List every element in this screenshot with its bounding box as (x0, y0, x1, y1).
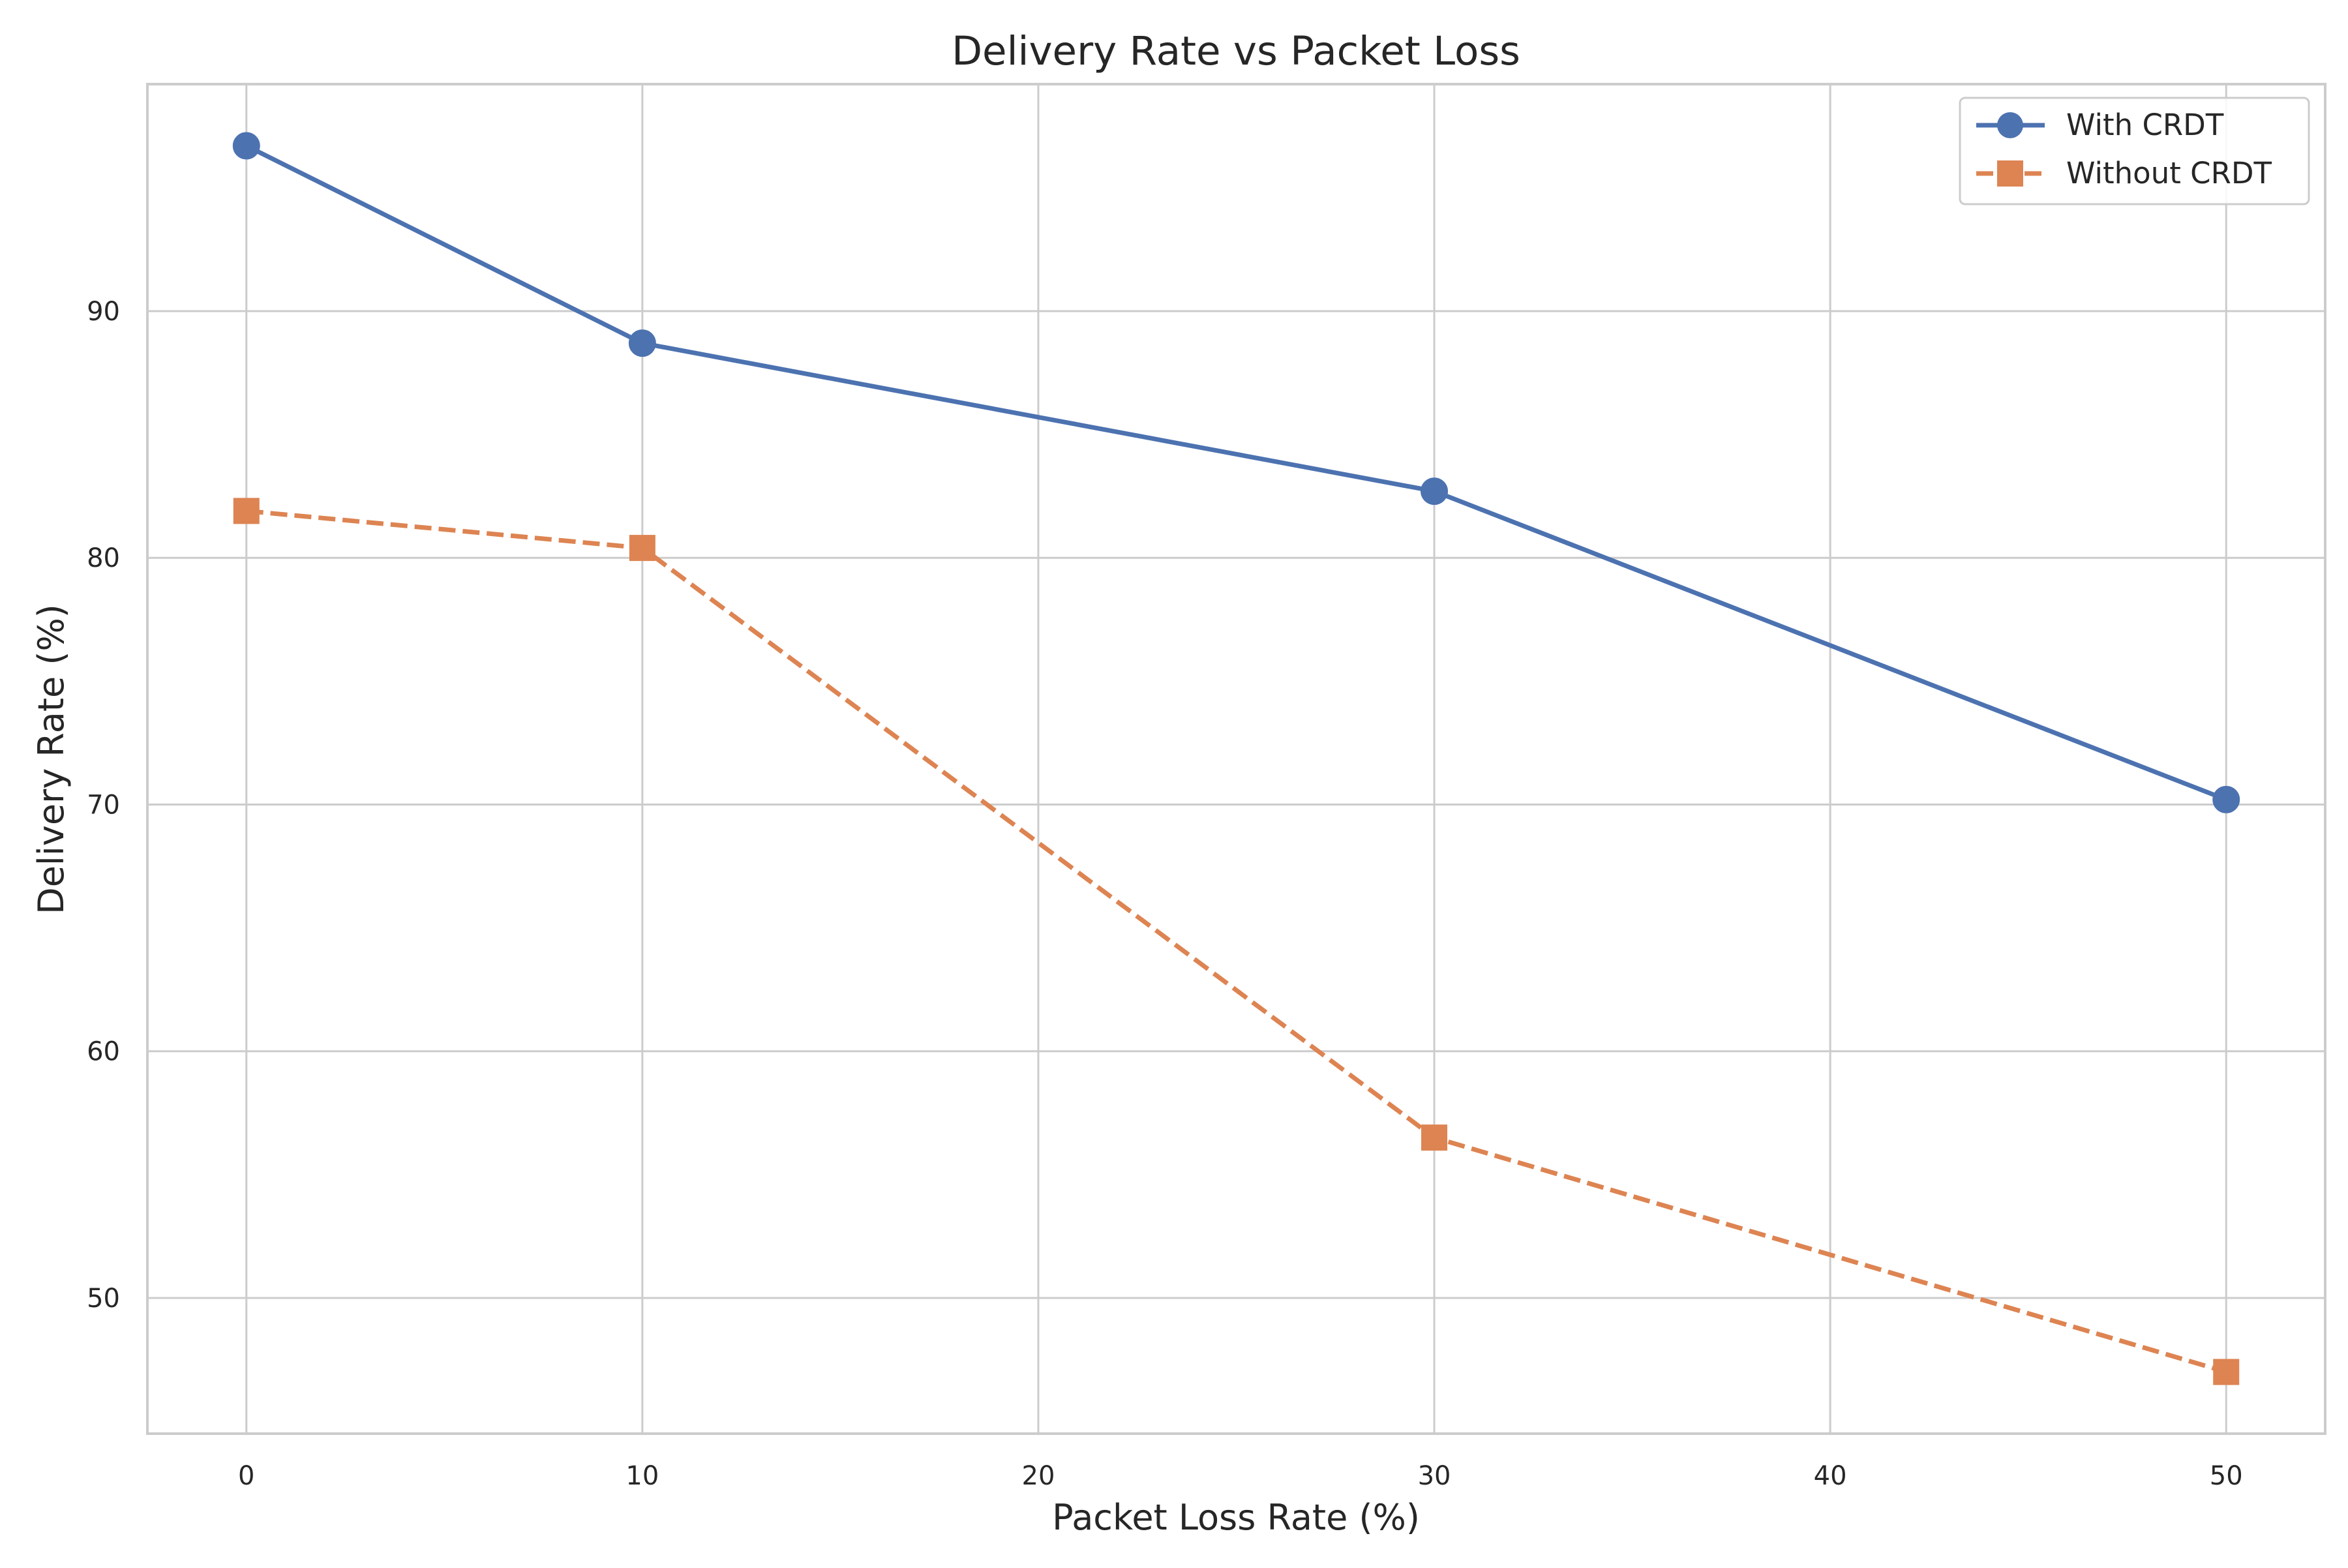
data-point (2212, 785, 2240, 813)
data-point (2213, 1359, 2240, 1385)
y-tick-label: 50 (87, 1284, 120, 1314)
series-without-crdt (233, 498, 2240, 1385)
series-with-crdt (232, 132, 2240, 813)
x-tick-label: 50 (2210, 1461, 2243, 1491)
legend-marker (1997, 160, 2023, 187)
x-axis-label: Packet Loss Rate (%) (1052, 1497, 1420, 1538)
y-tick-label: 80 (87, 543, 120, 573)
x-tick-label: 10 (625, 1461, 659, 1491)
legend-label-with-crdt: With CRDT (2066, 108, 2224, 142)
grid (147, 84, 2325, 1434)
legend-marker (1997, 112, 2023, 138)
data-point (1421, 477, 1449, 505)
series-layer (232, 132, 2240, 1385)
data-point (233, 498, 260, 524)
data-point (628, 329, 656, 357)
y-tick-label: 90 (87, 297, 120, 327)
y-tick-label: 60 (87, 1037, 120, 1067)
chart-title: Delivery Rate vs Packet Loss (952, 28, 1520, 74)
legend-items (1976, 112, 2045, 187)
legend-label-without-crdt: Without CRDT (2066, 156, 2272, 190)
data-point (629, 535, 655, 562)
x-tick-label: 20 (1022, 1461, 1055, 1491)
series-line-without-crdt (246, 508, 2227, 1374)
plot-area-frame (146, 83, 2326, 1435)
legend-box (1959, 97, 2310, 205)
data-point (1421, 1124, 1448, 1151)
tick-labels: 0 10 20 30 40 50 50 60 70 80 90 (87, 297, 2243, 1491)
y-axis-label: Delivery Rate (%) (31, 604, 72, 914)
x-tick-label: 40 (1814, 1461, 1847, 1491)
data-point (232, 132, 260, 160)
legend: With CRDT Without CRDT (1959, 97, 2310, 205)
y-tick-label: 70 (87, 790, 120, 820)
x-tick-label: 0 (238, 1461, 254, 1491)
x-tick-label: 30 (1418, 1461, 1451, 1491)
series-line-with-crdt (245, 143, 2227, 802)
